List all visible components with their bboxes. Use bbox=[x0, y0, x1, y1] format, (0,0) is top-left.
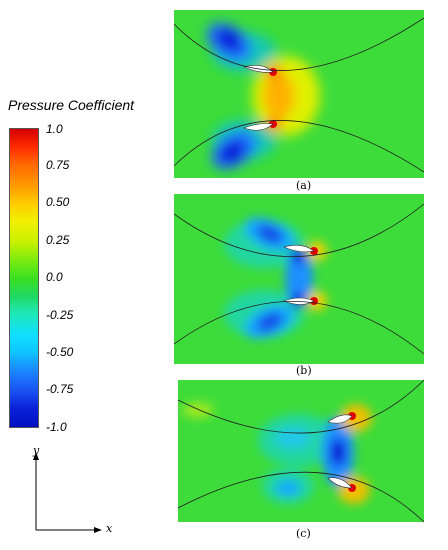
tick-label: -0.25 bbox=[46, 308, 74, 322]
tick-label: -0.75 bbox=[46, 382, 74, 396]
contour-panel-c bbox=[178, 380, 424, 522]
contour-panel-a bbox=[174, 10, 424, 178]
tick-label: -1.0 bbox=[46, 420, 67, 434]
panel-caption-c: (c) bbox=[296, 527, 311, 540]
panel-caption-b: (b) bbox=[296, 364, 312, 377]
contour-panel-b bbox=[174, 194, 424, 364]
pressure-colorbar bbox=[9, 128, 39, 428]
x-axis-label: x bbox=[106, 522, 113, 535]
tick-label: 0.50 bbox=[46, 195, 70, 209]
tick-label: 0.75 bbox=[46, 158, 70, 172]
tick-label: -0.50 bbox=[46, 345, 74, 359]
coordinate-axes bbox=[28, 448, 118, 538]
y-axis-label: y bbox=[33, 444, 40, 457]
legend-title: Pressure Coefficient bbox=[8, 97, 135, 113]
tick-label: 0.25 bbox=[46, 233, 70, 247]
tick-label: 0.0 bbox=[46, 270, 63, 284]
tick-label: 1.0 bbox=[46, 122, 63, 136]
panel-caption-a: (a) bbox=[296, 179, 312, 192]
